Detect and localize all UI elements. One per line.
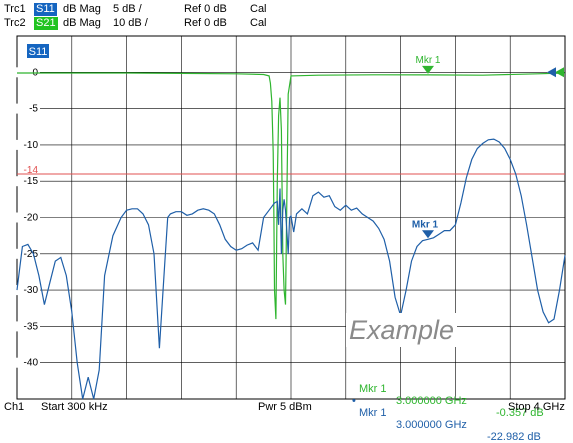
trace-1-cal[interactable]: Cal [250, 3, 267, 15]
y-tick-label: -10 [24, 140, 39, 151]
start-frequency[interactable]: Start 300 kHz [41, 401, 108, 413]
y-tick-label-bg [16, 139, 40, 150]
s11-marker-label: Mkr 1 [412, 219, 439, 230]
trace-1-ref[interactable]: Ref 0 dB [184, 3, 227, 15]
channel-label[interactable]: Ch1 [4, 401, 25, 413]
s11-trace [16, 138, 566, 400]
y-tick-label-bg [16, 285, 40, 296]
readout-value: -22.982 dB [487, 431, 541, 443]
y-tick-label-bg [16, 176, 40, 187]
readout-freq: 3.000000 GHz [396, 419, 467, 431]
s21-marker [421, 65, 434, 74]
trace-1-param-badge[interactable]: S11 [34, 3, 57, 16]
y-tick-label-bg [16, 212, 40, 223]
y-tick-label-bg [16, 357, 40, 368]
power-level[interactable]: Pwr 5 dBm [258, 401, 312, 413]
y-tick-label-bg [16, 103, 40, 114]
y-tick-label-bg [16, 248, 40, 259]
trace-2-scale[interactable]: 10 dB / [113, 17, 148, 29]
trace-2-param-badge[interactable]: S21 [34, 17, 58, 30]
readout-freq: 3.000000 GHz [396, 395, 467, 407]
diagram-trace-badge [27, 44, 49, 58]
readout-name: Mkr 1 [359, 383, 387, 395]
s21-trace [17, 72, 566, 320]
y-tick-label: -35 [24, 321, 39, 332]
trace-2-ref[interactable]: Ref 0 dB [184, 17, 227, 29]
trace-2-cal[interactable]: Cal [250, 17, 267, 29]
example-watermark: Example [346, 313, 458, 347]
y-tick-label-bg [16, 321, 40, 332]
stop-frequency[interactable]: Stop 4 GHz [508, 401, 565, 413]
s11-marker [421, 230, 434, 239]
trace-1-scale[interactable]: 5 dB / [113, 3, 142, 15]
trace-2-format[interactable]: dB Mag [63, 17, 101, 29]
reference-arrow-s21 [555, 67, 564, 78]
trace-diagram[interactable]: 0-5-10-14-15-20-25-30-35-40 S11 Mkr 1Mkr… [0, 0, 573, 416]
y-tick-label: -20 [24, 213, 39, 224]
markers: Mkr 1 Mkr 1 [412, 55, 564, 239]
y-tick-label-bg [16, 67, 40, 78]
readout-bullet: • [352, 395, 356, 407]
y-tick-label: -25 [24, 249, 39, 260]
reference-arrow-s11 [547, 67, 556, 78]
trace-2-id[interactable]: Trc2 [4, 17, 26, 29]
s21-marker-label: Mkr 1 [415, 55, 440, 66]
y-tick-label: -15 [24, 176, 39, 187]
y-axis-labels: 0-5-10-14-15-20-25-30-35-40 [16, 67, 40, 369]
y-tick-label: -14 [24, 165, 39, 176]
marker-readout-1: Mkr 1 3.000000 GHz -0.357 dB [359, 371, 544, 419]
trace-1-id[interactable]: Trc1 [4, 3, 26, 15]
readout-name: Mkr 1 [359, 407, 387, 419]
y-tick-label: -5 [29, 104, 38, 115]
marker-readout-2: • Mkr 1 3.000000 GHz -22.982 dB [352, 383, 541, 443]
y-tick-label: -40 [24, 358, 39, 369]
diagram-trace-label: S11 [29, 46, 48, 58]
y-tick-label: -30 [24, 285, 39, 296]
trace-1-format[interactable]: dB Mag [63, 3, 101, 15]
